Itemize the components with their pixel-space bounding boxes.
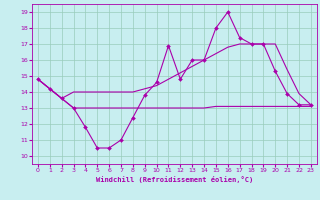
X-axis label: Windchill (Refroidissement éolien,°C): Windchill (Refroidissement éolien,°C)	[96, 176, 253, 183]
